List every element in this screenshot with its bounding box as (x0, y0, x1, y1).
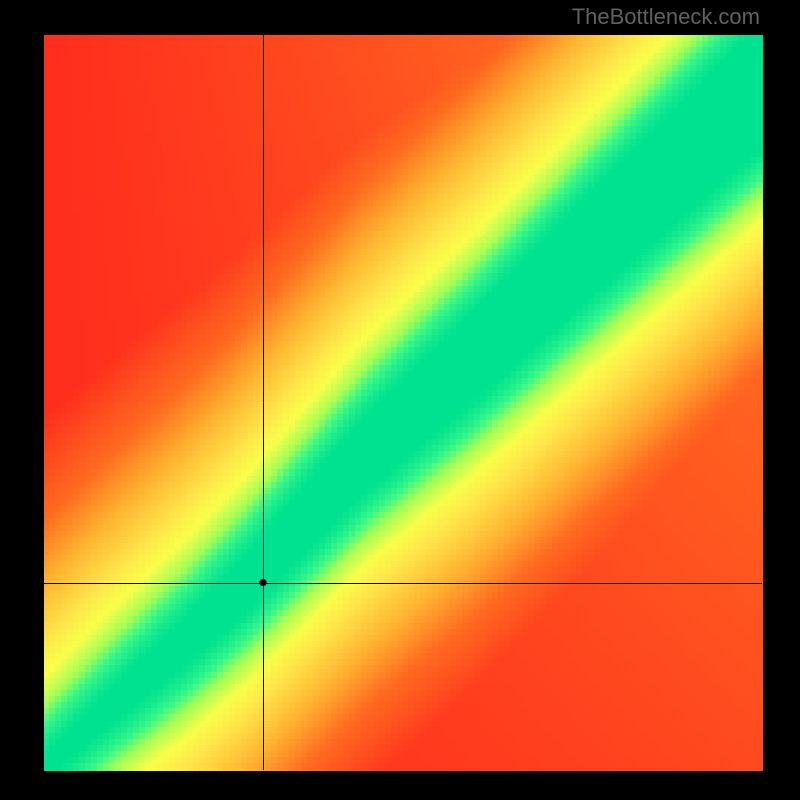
chart-container: { "watermark": { "text": "TheBottleneck.… (0, 0, 800, 800)
heatmap-canvas (0, 0, 800, 800)
watermark-label: TheBottleneck.com (572, 4, 760, 30)
